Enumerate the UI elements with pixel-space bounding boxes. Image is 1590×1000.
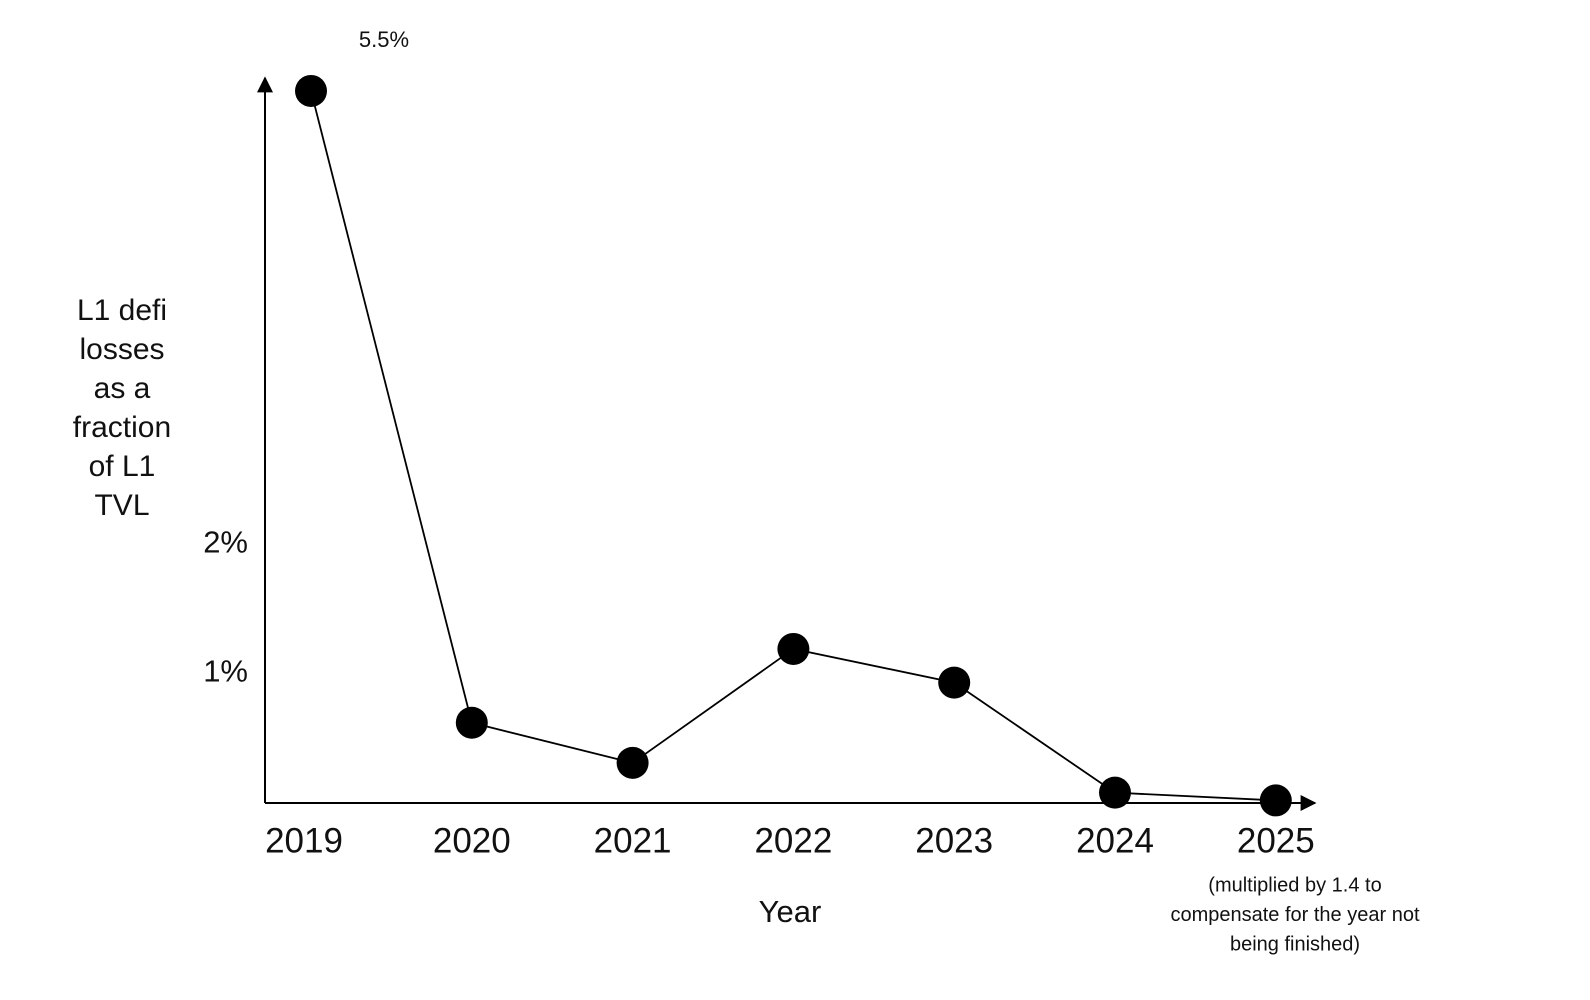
x-tick-label: 2020: [433, 821, 511, 860]
point: [455, 706, 488, 739]
point: [1099, 776, 1131, 809]
note: compensate for the year not: [1170, 904, 1419, 926]
y-axis-label: losses: [79, 333, 164, 366]
x-tick-label: 2024: [1076, 821, 1154, 860]
x-axis-label: Year: [759, 894, 822, 929]
x-tick-label: 2021: [594, 821, 672, 860]
line: [310, 90, 1276, 802]
y-axis-label: of L1: [89, 450, 156, 483]
y-axis-label: TVL: [94, 489, 149, 522]
x-tick-label: 2023: [915, 821, 993, 860]
y-tick-label: 1%: [203, 654, 248, 689]
value-label: 5.5%: [359, 27, 409, 52]
y-axis-label: L1 defi: [77, 294, 167, 327]
note: (multiplied by 1.4 to: [1208, 874, 1381, 896]
note: being finished): [1230, 933, 1360, 955]
point: [938, 666, 971, 699]
point: [777, 632, 810, 665]
y-tick-label: 2%: [203, 524, 248, 559]
x-tick-label: 2019: [265, 821, 343, 860]
y-axis-label: fraction: [73, 411, 171, 444]
point: [616, 746, 649, 779]
y-axis-label: as a: [94, 372, 151, 405]
x-tick-label: 2022: [754, 821, 832, 860]
x-tick-label: 2025: [1237, 821, 1315, 860]
point: [295, 74, 327, 107]
point: [1259, 784, 1292, 817]
